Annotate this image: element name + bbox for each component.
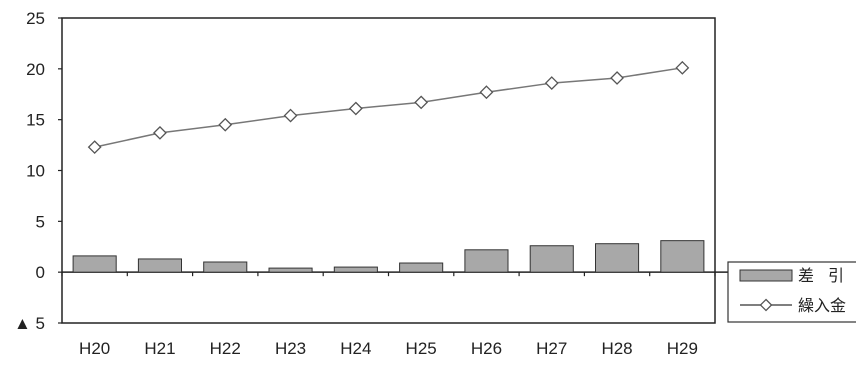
point-H24 [348, 101, 363, 116]
point-H23 [283, 108, 298, 123]
legend-line-marker [759, 298, 773, 312]
x-tick-label: H23 [275, 339, 306, 358]
x-tick-label: H29 [667, 339, 698, 358]
y-tick-label: 20 [26, 60, 45, 79]
bar-H26 [464, 249, 509, 273]
y-tick-label: 10 [26, 162, 45, 181]
bar-H29 [660, 240, 705, 273]
x-tick-label: H28 [601, 339, 632, 358]
legend-line-label: 繰入金 [798, 297, 846, 315]
point-H22 [218, 117, 233, 132]
y-tick-label: 0 [36, 263, 45, 282]
point-H28 [610, 71, 624, 85]
legend-bar-swatch [739, 269, 793, 282]
x-tick-label: H24 [340, 339, 371, 358]
point-H25 [414, 95, 429, 110]
bar-H21 [137, 258, 182, 273]
y-tick-label: 5 [36, 212, 45, 231]
bar-H25 [399, 262, 444, 273]
bar-series [72, 240, 705, 273]
x-tick-label: H20 [79, 339, 110, 358]
x-axis: H20 H21 H22 H23 H24 H25 H26 H27 H28 H29 [61, 272, 716, 358]
y-axis: 25 20 15 10 5 0 ▲ 5 [14, 9, 62, 333]
bar-H28 [595, 243, 640, 273]
point-H20 [87, 140, 102, 155]
bar-H27 [529, 245, 574, 273]
x-tick-label: H21 [144, 339, 175, 358]
x-tick-label: H26 [471, 339, 502, 358]
bar-H22 [203, 261, 248, 273]
legend-bar-label: 差引 [798, 267, 856, 285]
point-H21 [153, 125, 167, 140]
point-H29 [675, 60, 690, 75]
point-H27 [544, 76, 559, 90]
bar-H20 [72, 255, 117, 273]
point-H26 [479, 85, 494, 100]
line-path [94, 67, 683, 148]
x-tick-label: H25 [406, 339, 437, 358]
bar-H24 [333, 266, 378, 273]
line-series [87, 60, 690, 155]
y-tick-label: 25 [26, 9, 45, 28]
y-tick-label: ▲ 5 [14, 314, 45, 333]
x-tick-label: H22 [210, 339, 241, 358]
plot-border [61, 17, 716, 324]
bar-H23 [268, 267, 313, 273]
y-tick-label: 15 [26, 111, 45, 130]
x-tick-label: H27 [536, 339, 567, 358]
legend: 差引 繰入金 [727, 261, 856, 323]
